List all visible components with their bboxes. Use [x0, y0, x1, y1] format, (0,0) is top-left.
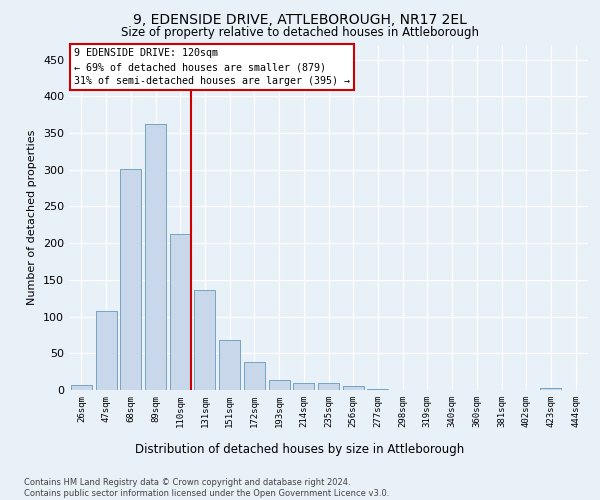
Bar [244, 362, 265, 390]
Bar [367, 388, 388, 390]
Bar [219, 340, 240, 390]
Bar [293, 382, 314, 390]
Bar [71, 385, 92, 390]
Bar [145, 124, 166, 390]
Text: 9 EDENSIDE DRIVE: 120sqm
← 69% of detached houses are smaller (879)
31% of semi-: 9 EDENSIDE DRIVE: 120sqm ← 69% of detach… [74, 48, 350, 86]
Bar [269, 380, 290, 390]
Text: Contains HM Land Registry data © Crown copyright and database right 2024.
Contai: Contains HM Land Registry data © Crown c… [24, 478, 389, 498]
Bar [120, 169, 141, 390]
Bar [170, 234, 191, 390]
Bar [343, 386, 364, 390]
Bar [194, 290, 215, 390]
Bar [95, 310, 116, 390]
Text: Distribution of detached houses by size in Attleborough: Distribution of detached houses by size … [136, 442, 464, 456]
Y-axis label: Number of detached properties: Number of detached properties [28, 130, 37, 305]
Text: 9, EDENSIDE DRIVE, ATTLEBOROUGH, NR17 2EL: 9, EDENSIDE DRIVE, ATTLEBOROUGH, NR17 2E… [133, 12, 467, 26]
Bar [318, 384, 339, 390]
Text: Size of property relative to detached houses in Attleborough: Size of property relative to detached ho… [121, 26, 479, 39]
Bar [541, 388, 562, 390]
